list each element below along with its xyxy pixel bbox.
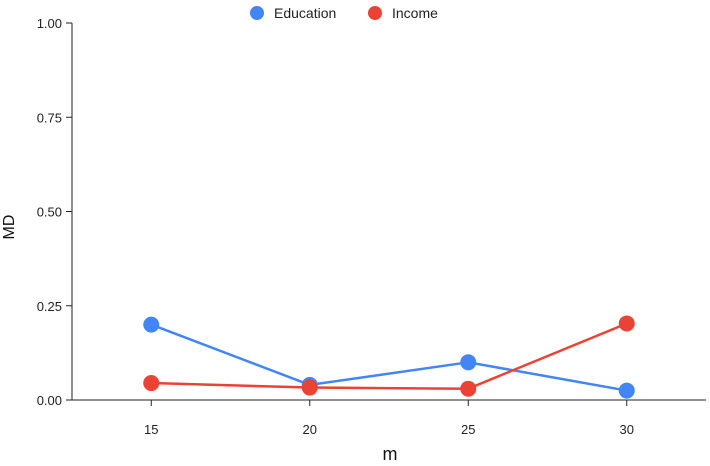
x-tick-label: 15 (144, 422, 158, 437)
legend-label-education: Education (274, 5, 336, 21)
y-tick-label: 0.25 (37, 299, 62, 314)
x-tick-label: 25 (461, 422, 475, 437)
series-line-education (150, 323, 627, 392)
series-line-income (151, 322, 628, 390)
data-point-income (460, 380, 477, 397)
y-tick-label: 0.50 (37, 205, 62, 220)
x-tick-label: 30 (620, 422, 634, 437)
data-point-education (460, 354, 477, 371)
data-point-education (143, 316, 160, 333)
data-point-income (301, 379, 318, 396)
y-tick-label: 0.75 (37, 110, 62, 125)
y-axis-title: MD (1, 215, 18, 240)
legend-label-income: Income (392, 5, 438, 21)
legend-marker-education (250, 6, 264, 20)
y-tick-label: 1.00 (37, 16, 62, 31)
legend-marker-income (368, 6, 382, 20)
legend: Education Income (250, 5, 438, 21)
y-tick-label: 0.00 (37, 393, 62, 408)
data-point-income (143, 375, 160, 392)
x-axis-title: m (383, 444, 398, 464)
y-axis-ticks: 0.00 0.25 0.50 0.75 1.00 (37, 16, 72, 408)
x-axis-ticks: 15 20 25 30 (144, 400, 634, 437)
data-point-income (618, 315, 635, 332)
series-layer (143, 315, 635, 399)
x-tick-label: 20 (303, 422, 317, 437)
data-point-education (618, 382, 635, 399)
